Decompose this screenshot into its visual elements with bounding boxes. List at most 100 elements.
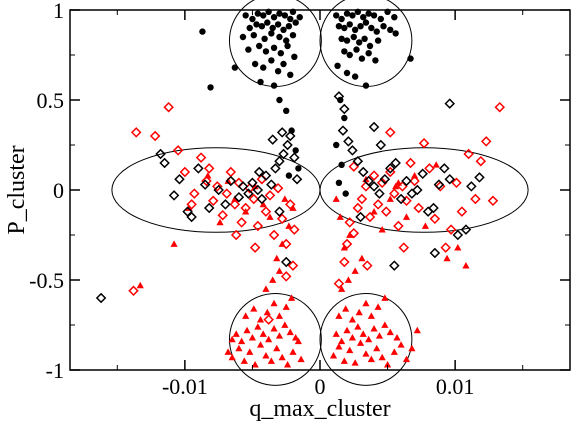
data-point-red-diamond <box>393 220 404 232</box>
data-point-red-triangle <box>454 244 462 251</box>
data-point-black-diamond <box>95 292 107 304</box>
data-point-red-triangle <box>288 294 296 301</box>
data-point-red-diamond <box>418 137 430 149</box>
data-point-black-diamond <box>452 229 464 241</box>
data-point-black-diamond <box>429 247 441 259</box>
data-point-red-diamond <box>398 242 410 253</box>
data-point-black-diamond <box>352 155 364 167</box>
data-point-black-circle <box>338 15 345 23</box>
data-point-red-diamond <box>339 256 350 268</box>
data-point-red-triangle <box>381 321 389 328</box>
data-point-black-circle <box>288 127 295 134</box>
data-point-black-diamond <box>267 134 278 145</box>
data-point-red-diamond <box>409 175 420 187</box>
data-point-black-diamond <box>225 175 237 187</box>
data-point-black-diamond <box>363 175 374 187</box>
data-point-black-circle <box>276 10 283 17</box>
data-point-red-diamond <box>333 278 345 289</box>
data-point-black-diamond <box>375 139 387 151</box>
data-point-black-circle <box>281 12 289 19</box>
data-point-red-diamond <box>225 166 237 178</box>
data-point-red-diamond <box>385 127 396 138</box>
data-point-red-triangle <box>402 355 411 363</box>
data-point-red-diamond <box>207 195 219 207</box>
data-point-red-diamond <box>401 195 412 207</box>
data-point-black-circle <box>284 42 291 50</box>
data-point-red-triangle <box>342 305 350 312</box>
data-point-black-circle <box>362 19 370 26</box>
data-point-red-diamond <box>487 195 499 207</box>
data-point-red-triangle <box>338 285 346 292</box>
data-point-red-triangle <box>356 339 365 346</box>
data-point-black-circle <box>343 69 351 77</box>
data-point-red-triangle <box>273 344 281 352</box>
annotation-circle <box>228 0 322 88</box>
data-point-red-triangle <box>340 244 348 251</box>
data-point-black-circle <box>296 14 303 21</box>
data-point-black-circle <box>387 26 394 33</box>
data-point-red-triangle <box>283 361 292 368</box>
data-point-black-circle <box>199 28 206 35</box>
data-point-black-circle <box>372 57 379 64</box>
data-point-black-circle <box>280 26 287 33</box>
data-point-black-circle <box>291 53 298 60</box>
data-point-black-circle <box>361 35 368 42</box>
data-point-red-triangle <box>394 179 402 186</box>
data-point-black-diamond <box>289 152 300 163</box>
data-point-red-diamond <box>280 238 292 250</box>
data-point-black-circle <box>342 190 349 197</box>
data-point-black-circle <box>285 172 293 179</box>
data-point-black-diamond <box>395 193 407 205</box>
data-point-red-triangle <box>228 353 236 361</box>
data-point-black-diamond <box>417 168 428 180</box>
data-point-red-diamond <box>451 177 462 189</box>
data-point-red-triangle <box>270 299 278 307</box>
data-point-red-triangle <box>285 222 293 229</box>
data-point-red-triangle <box>281 195 289 202</box>
data-point-black-diamond <box>168 190 180 201</box>
data-point-black-diamond <box>460 224 472 235</box>
data-point-red-triangle <box>289 348 297 355</box>
data-point-red-triangle <box>343 326 351 334</box>
data-point-black-diamond <box>247 177 258 189</box>
data-point-black-circle <box>292 19 299 26</box>
data-point-red-triangle <box>348 334 357 341</box>
data-point-black-circle <box>341 48 348 55</box>
data-point-red-triangle <box>390 348 398 355</box>
data-point-red-diamond <box>368 170 380 181</box>
data-point-red-triangle <box>367 355 375 363</box>
data-point-red-triangle <box>397 341 405 348</box>
data-point-black-circle <box>276 96 283 104</box>
data-point-red-triangle <box>383 361 392 368</box>
data-point-black-circle <box>283 107 290 115</box>
data-point-black-circle <box>250 32 257 39</box>
data-point-red-triangle <box>386 195 394 202</box>
ticks-layer: -0.01 0 0.01 -1 -0.5 0 0.5 1 <box>29 0 570 399</box>
data-point-black-circle <box>295 165 302 172</box>
data-point-black-diamond <box>174 173 185 185</box>
data-point-red-triangle <box>185 204 193 211</box>
data-point-black-circle <box>242 12 249 19</box>
data-point-red-triangle <box>332 195 340 202</box>
data-point-black-diamond <box>379 173 391 185</box>
data-point-red-triangle <box>243 326 251 334</box>
data-point-red-diamond <box>348 227 360 239</box>
data-point-red-triangle <box>275 312 284 319</box>
data-point-black-diamond <box>237 181 249 192</box>
data-point-red-triangle <box>413 326 421 334</box>
data-point-black-diamond <box>406 188 418 199</box>
data-point-black-diamond <box>199 179 211 190</box>
data-point-black-circle <box>251 60 259 68</box>
data-point-red-diamond <box>248 193 260 205</box>
data-point-black-diamond <box>266 179 277 190</box>
data-point-red-diamond <box>272 182 284 194</box>
data-point-red-triangle <box>362 299 370 307</box>
data-point-red-triangle <box>294 337 302 345</box>
data-point-red-triangle <box>267 357 275 364</box>
data-point-black-diamond <box>355 211 366 223</box>
data-point-black-diamond <box>474 172 485 183</box>
data-point-red-triangle <box>359 330 367 337</box>
data-point-red-diamond <box>212 181 223 192</box>
data-point-black-diamond <box>422 206 434 217</box>
data-point-red-triangle <box>297 355 305 363</box>
